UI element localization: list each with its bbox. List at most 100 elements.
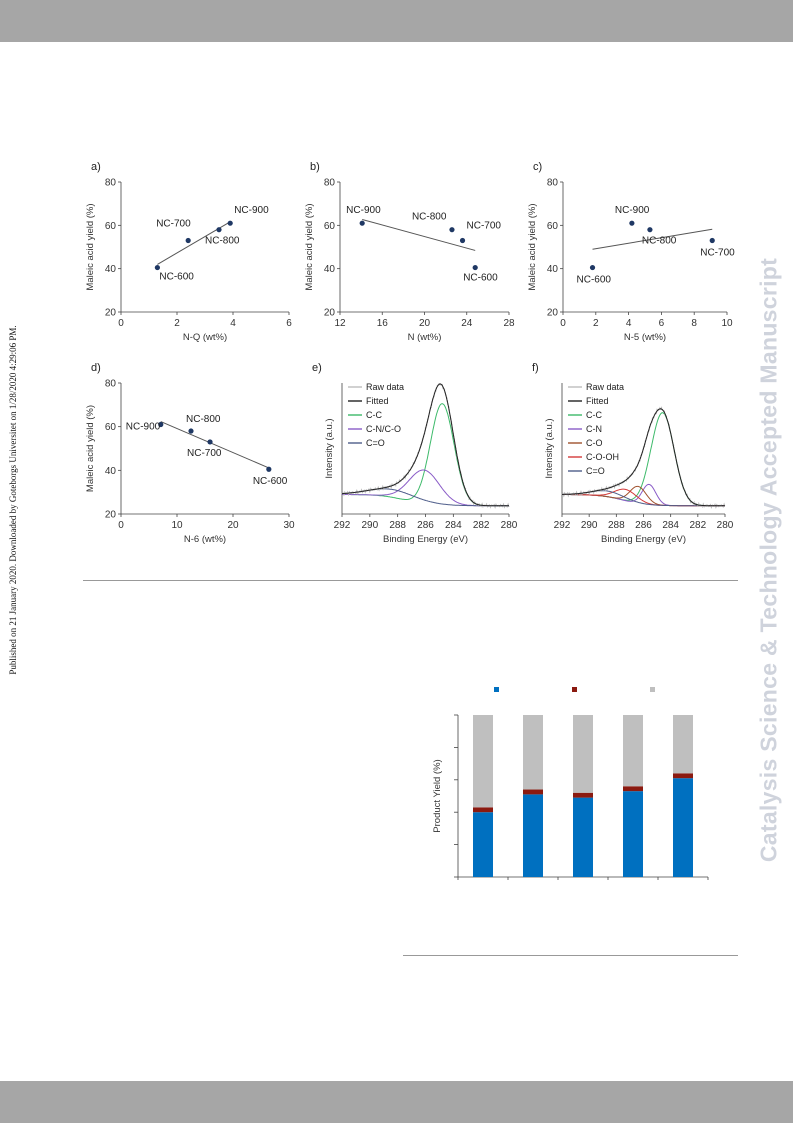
point-label: NC-900 — [346, 205, 381, 216]
x-tick-label: 286 — [635, 520, 652, 531]
point-label: NC-700 — [156, 219, 191, 230]
point-label: NC-900 — [615, 205, 650, 216]
x-tick-label: 0 — [118, 520, 124, 531]
x-tick-label: 24 — [461, 318, 473, 329]
x-axis-label: Binding Energy (eV) — [383, 534, 468, 545]
bar-figure: Product Yield (%) — [432, 687, 709, 880]
point-label: NC-800 — [412, 212, 447, 223]
x-tick-label: 284 — [662, 520, 679, 531]
panel-label: f) — [532, 362, 539, 374]
bar-segment — [473, 807, 493, 813]
bar-segment — [623, 786, 643, 792]
x-tick-label: 20 — [419, 318, 431, 329]
legend-swatch — [494, 687, 499, 692]
panel-label: a) — [91, 161, 101, 173]
panel-label: e) — [312, 362, 322, 374]
legend-label: C=O — [586, 466, 605, 476]
bar-segment — [523, 789, 543, 795]
legend-label: C-O-OH — [586, 452, 619, 462]
y-tick-label: 20 — [105, 510, 117, 521]
x-tick-label: 2 — [174, 318, 180, 329]
x-tick-label: 286 — [417, 520, 434, 531]
x-tick-label: 284 — [445, 520, 462, 531]
y-tick-label: 80 — [105, 178, 117, 189]
x-tick-label: 16 — [377, 318, 389, 329]
x-tick-label: 28 — [503, 318, 515, 329]
x-axis-label: N-6 (wt%) — [184, 534, 226, 545]
y-tick-label: 80 — [324, 178, 336, 189]
component-peak — [342, 488, 509, 507]
x-tick-label: 282 — [689, 520, 706, 531]
bar-segment — [523, 794, 543, 877]
legend-label: C-N — [586, 424, 602, 434]
x-axis-label: N-5 (wt%) — [624, 332, 666, 343]
point-label: NC-600 — [577, 275, 612, 286]
header-bar — [0, 0, 793, 42]
data-point — [158, 421, 164, 428]
point-label: NC-900 — [126, 421, 161, 432]
trendline — [160, 421, 270, 469]
x-tick-label: 292 — [554, 520, 571, 531]
data-point — [709, 237, 715, 244]
x-tick-label: 12 — [334, 318, 346, 329]
point-label: NC-900 — [234, 205, 269, 216]
x-tick-label: 10 — [171, 520, 183, 531]
y-tick-label: 20 — [547, 308, 559, 319]
data-point — [207, 439, 213, 445]
x-tick-label: 8 — [691, 318, 697, 329]
data-point — [629, 220, 635, 226]
legend-label: C-O — [586, 438, 603, 448]
y-tick-label: 80 — [105, 379, 117, 390]
bar-segment — [573, 797, 593, 877]
point-label: NC-600 — [463, 273, 498, 284]
y-axis-label: Maleic acid yield (%) — [527, 203, 538, 290]
y-axis-label: Maleic acid yield (%) — [85, 203, 96, 290]
bar-segment — [473, 812, 493, 877]
data-point — [266, 466, 272, 472]
x-tick-label: 0 — [118, 318, 124, 329]
point-label: NC-800 — [205, 236, 240, 247]
point-label: NC-600 — [159, 272, 194, 283]
footer-bar — [0, 1081, 793, 1123]
x-tick-label: 280 — [717, 520, 734, 531]
figure-divider-bottom — [403, 955, 738, 956]
y-tick-label: 60 — [105, 422, 117, 433]
data-point — [472, 264, 478, 271]
figure-divider-top — [83, 580, 738, 581]
point-label: NC-700 — [187, 448, 222, 459]
bar-segment — [673, 715, 693, 774]
x-axis-label: N-Q (wt%) — [183, 332, 227, 343]
legend-label: C-C — [586, 410, 602, 420]
y-tick-label: 40 — [547, 264, 559, 275]
x-tick-label: 292 — [334, 520, 351, 531]
x-tick-label: 30 — [283, 520, 295, 531]
y-tick-label: 20 — [105, 308, 117, 319]
fitted-line — [562, 408, 725, 507]
y-tick-label: 40 — [105, 264, 117, 275]
y-tick-label: 80 — [547, 178, 559, 189]
data-point — [647, 227, 653, 233]
y-axis-label: Maleic acid yield (%) — [85, 405, 96, 492]
y-axis-label: Maleic acid yield (%) — [304, 203, 315, 290]
panel-c: c) 0 2 4 6 8 10 N-5 (wt%) 20 40 60 80 Maleic acid yi… — [527, 161, 735, 343]
y-tick-label: 60 — [324, 221, 336, 232]
panel-e: e) 292 290 288 286 284 282 280 Binding Energy (e… — [312, 362, 518, 545]
panel-label: c) — [533, 161, 542, 173]
legend-label: Fitted — [366, 396, 389, 406]
x-axis-label: Binding Energy (eV) — [601, 534, 686, 545]
data-point — [589, 264, 596, 271]
x-tick-label: 4 — [626, 318, 632, 329]
bar-segment — [473, 715, 493, 808]
legend-swatch — [572, 687, 577, 692]
legend-label: Raw data — [366, 382, 404, 392]
x-tick-label: 6 — [659, 318, 665, 329]
legend-label: C=O — [366, 438, 385, 448]
panel-label: b) — [310, 161, 320, 173]
fitted-line — [342, 383, 509, 507]
x-tick-label: 0 — [560, 318, 566, 329]
legend-swatch — [650, 687, 655, 692]
data-point — [188, 428, 194, 434]
data-point — [216, 227, 222, 233]
x-tick-label: 282 — [473, 520, 490, 531]
